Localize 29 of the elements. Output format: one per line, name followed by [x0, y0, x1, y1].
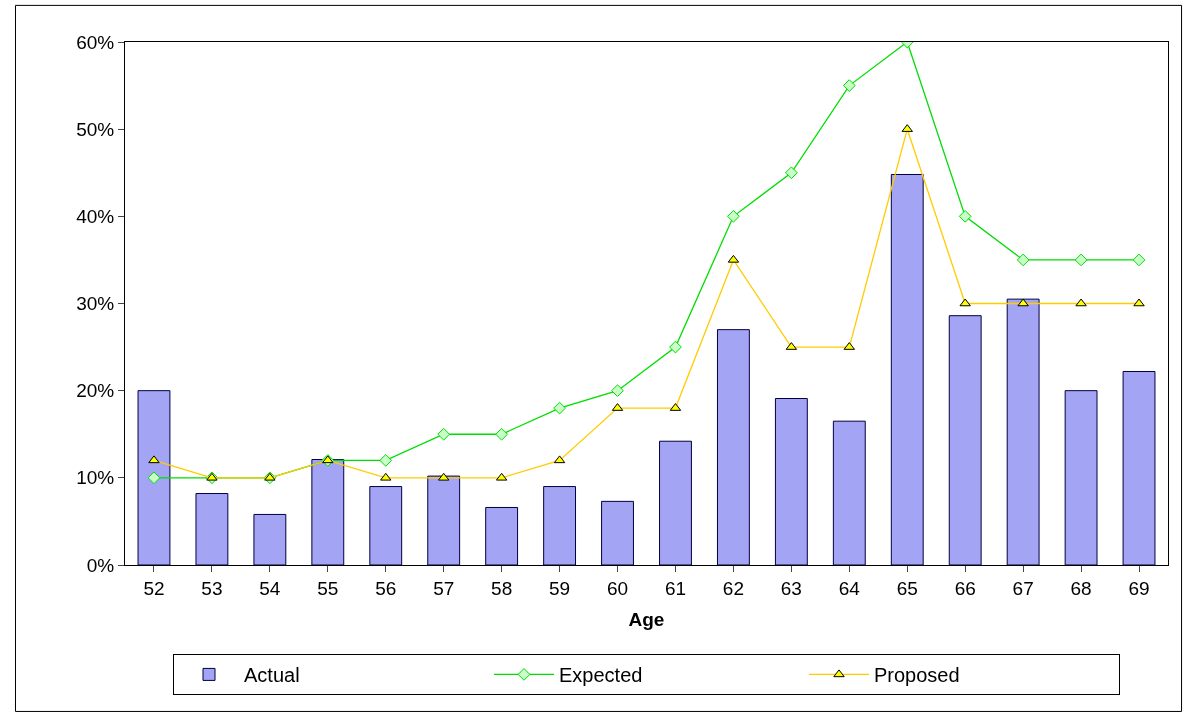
x-tick-label: 60 [606, 577, 629, 599]
y-tick-label: 40% [76, 205, 115, 227]
x-tick-label: 54 [259, 577, 281, 599]
x-tick-label: 52 [143, 577, 165, 599]
x-tick-label: 68 [1070, 577, 1092, 599]
x-tick-label: 59 [549, 577, 571, 599]
x-tick-label: 67 [1012, 577, 1034, 599]
x-tick-label: 63 [780, 577, 802, 599]
x-tick-label: 65 [896, 577, 918, 599]
x-tick-label: 66 [954, 577, 976, 599]
x-tick-label: 55 [317, 577, 339, 599]
y-tick-label: 0% [86, 554, 115, 576]
x-tick-label: 58 [491, 577, 513, 599]
legend-label: Expected [559, 664, 643, 687]
x-axis-title: Age [628, 608, 665, 630]
x-tick-label: 53 [201, 577, 223, 599]
legend-label: Proposed [874, 664, 960, 687]
x-tick-label: 61 [664, 577, 687, 599]
legend-label: Actual [244, 664, 300, 687]
y-tick-label: 20% [76, 380, 115, 402]
x-tick-label: 64 [838, 577, 861, 599]
y-tick-label: 60% [76, 31, 115, 53]
x-tick-label: 57 [433, 577, 455, 599]
x-tick-label: 69 [1128, 577, 1150, 599]
y-tick-label: 50% [76, 118, 115, 140]
x-tick-label: 56 [375, 577, 397, 599]
y-tick-label: 30% [76, 293, 115, 315]
y-tick-label: 10% [76, 467, 115, 489]
x-tick-label: 62 [722, 577, 744, 599]
